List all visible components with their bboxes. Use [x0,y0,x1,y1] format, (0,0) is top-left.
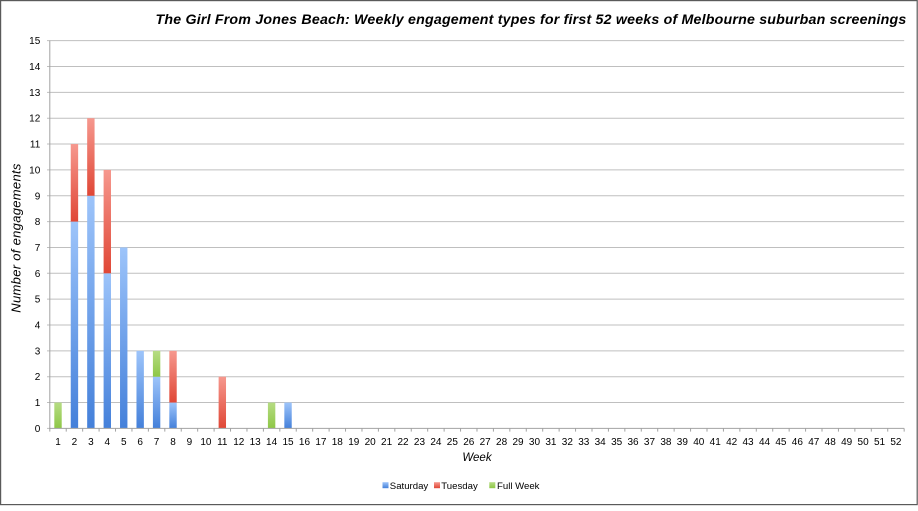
svg-text:2: 2 [35,372,41,383]
svg-text:The Girl From Jones Beach: Wee: The Girl From Jones Beach: Weekly engage… [156,12,907,28]
svg-text:3: 3 [88,437,94,448]
svg-text:44: 44 [759,437,771,448]
svg-text:7: 7 [154,437,160,448]
svg-text:34: 34 [595,437,607,448]
svg-text:11: 11 [30,140,41,151]
svg-text:26: 26 [463,437,475,448]
svg-text:14: 14 [266,437,278,448]
svg-text:38: 38 [660,437,672,448]
svg-text:22: 22 [397,437,409,448]
svg-text:2: 2 [72,437,78,448]
svg-text:13: 13 [29,88,41,99]
svg-text:4: 4 [105,437,111,448]
svg-text:35: 35 [611,437,623,448]
svg-text:43: 43 [743,437,755,448]
svg-text:16: 16 [299,437,311,448]
svg-text:30: 30 [529,437,541,448]
svg-text:45: 45 [775,437,787,448]
svg-text:29: 29 [512,437,524,448]
svg-text:48: 48 [825,437,837,448]
svg-text:15: 15 [29,36,41,47]
svg-text:3: 3 [35,346,41,357]
svg-text:Number of engagements: Number of engagements [9,163,24,313]
svg-text:37: 37 [644,437,656,448]
svg-text:25: 25 [447,437,459,448]
svg-text:4: 4 [35,321,41,332]
svg-text:12: 12 [233,437,245,448]
svg-text:33: 33 [578,437,590,448]
svg-text:40: 40 [693,437,705,448]
svg-text:20: 20 [365,437,377,448]
svg-text:9: 9 [187,437,193,448]
svg-text:12: 12 [29,114,41,125]
svg-text:50: 50 [858,437,870,448]
svg-text:0: 0 [35,424,41,435]
svg-text:1: 1 [35,398,41,409]
svg-text:8: 8 [35,217,41,228]
svg-text:47: 47 [808,437,820,448]
svg-text:49: 49 [841,437,853,448]
svg-text:Tuesday: Tuesday [441,481,478,492]
svg-text:13: 13 [250,437,262,448]
svg-text:21: 21 [381,437,393,448]
svg-text:17: 17 [315,437,327,448]
svg-text:28: 28 [496,437,508,448]
svg-text:18: 18 [332,437,344,448]
svg-text:42: 42 [726,437,738,448]
svg-text:31: 31 [545,437,557,448]
svg-text:24: 24 [430,437,442,448]
svg-text:8: 8 [170,437,176,448]
svg-text:39: 39 [677,437,689,448]
svg-text:51: 51 [874,437,886,448]
svg-text:19: 19 [348,437,360,448]
svg-text:Full Week: Full Week [497,481,540,492]
svg-text:Week: Week [462,452,492,464]
svg-text:14: 14 [29,62,41,73]
svg-text:11: 11 [217,437,228,448]
svg-text:5: 5 [121,437,127,448]
svg-text:15: 15 [282,437,294,448]
svg-text:Saturday: Saturday [390,481,429,492]
svg-text:5: 5 [35,295,41,306]
svg-text:6: 6 [137,437,143,448]
svg-text:9: 9 [35,191,41,202]
svg-text:7: 7 [35,243,41,254]
svg-text:52: 52 [890,437,902,448]
svg-text:6: 6 [35,269,41,280]
svg-text:32: 32 [562,437,574,448]
svg-text:10: 10 [29,165,41,176]
svg-text:46: 46 [792,437,804,448]
svg-text:27: 27 [480,437,492,448]
svg-text:36: 36 [627,437,639,448]
svg-text:10: 10 [200,437,212,448]
svg-text:1: 1 [55,437,61,448]
svg-text:41: 41 [710,437,722,448]
svg-text:23: 23 [414,437,426,448]
